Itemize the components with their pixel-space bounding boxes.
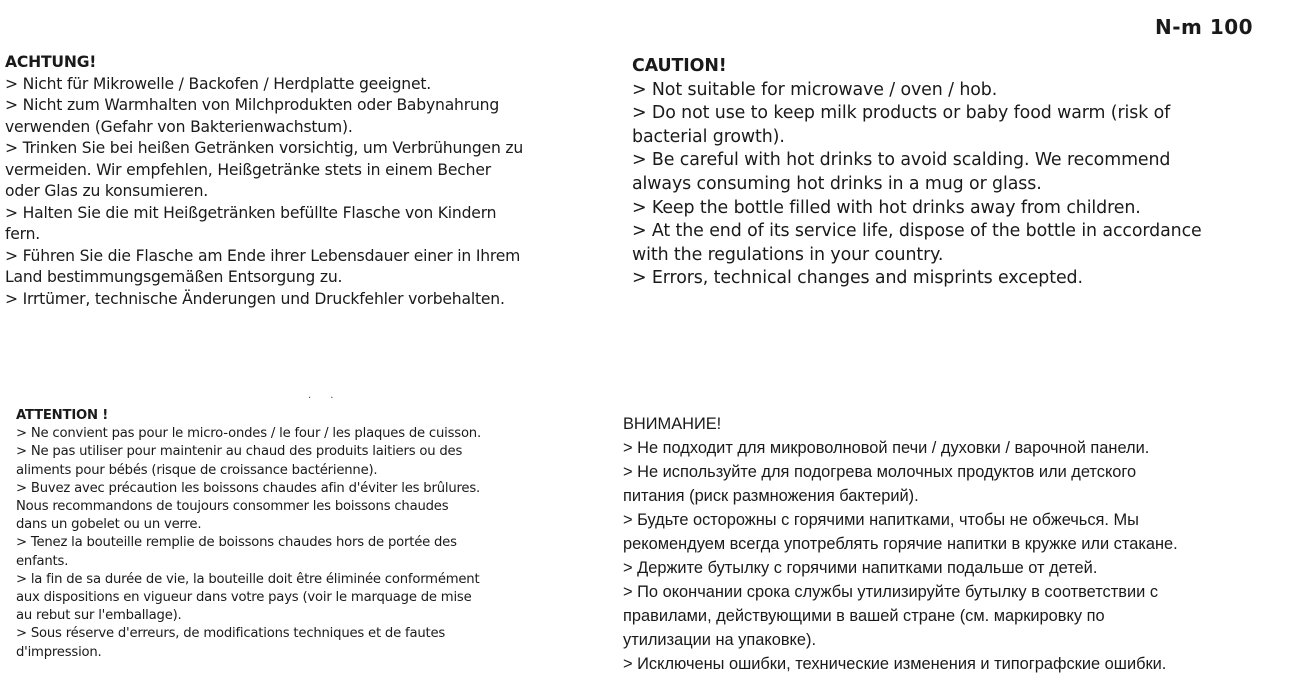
text-line: verwenden (Gefahr von Bakterienwachstum)… (5, 117, 353, 136)
text-line: рекомендуем всегда употреблять горячие н… (623, 535, 1178, 553)
text-line: aux dispositions en vigueur dans votre p… (16, 590, 472, 606)
text-line: > Irrtümer, technische Änderungen und Dr… (5, 289, 505, 308)
text-line: Land bestimmungsgemäßen Entsorgung zu. (5, 268, 343, 286)
warning-section-german: ACHTUNG! > Nicht für Mikrowelle / Backof… (5, 52, 523, 310)
text-line: > Halten Sie die mit Heißgetränken befül… (5, 203, 497, 222)
text-line: d'impression. (16, 644, 102, 660)
text-line: vermeiden. Wir empfehlen, Heißgetränke s… (5, 160, 491, 179)
section-heading: ВНИМАНИЕ! (623, 415, 722, 433)
text-line: > la fin de sa durée de vie, la bouteill… (16, 571, 480, 587)
text-line: > Not suitable for microwave / oven / ho… (632, 79, 998, 100)
text-line: > Trinken Sie bei heißen Getränken vorsi… (5, 139, 524, 157)
text-line: oder Glas zu konsumieren. (5, 182, 209, 200)
text-line: > Sous réserve d'erreurs, de modificatio… (16, 626, 446, 642)
text-line: > Keep the bottle filled with hot drinks… (632, 197, 1141, 218)
text-line: > Ne pas utiliser pour maintenir au chau… (16, 444, 463, 460)
text-line: > По окончании срока службы утилизируйте… (623, 583, 1159, 601)
text-line: dans un gobelet ou un verre. (16, 517, 202, 533)
text-line: > Do not use to keep milk products or ba… (632, 103, 1171, 124)
text-line: au rebut sur l'emballage). (16, 608, 182, 624)
section-heading: ATTENTION ! (16, 408, 109, 423)
section-heading: CAUTION! (632, 56, 727, 76)
section-heading: ACHTUNG! (5, 53, 97, 71)
text-line: > At the end of its service life, dispos… (632, 221, 1202, 242)
text-line: правилами, действующими в вашей стране (… (623, 607, 1105, 625)
text-line: > Держите бутылку с горячими напитками п… (623, 559, 1098, 577)
text-line: > Buvez avec précaution les boissons cha… (16, 480, 480, 496)
model-number: N-m 100 (1155, 15, 1254, 39)
text-line: > Nicht zum Warmhalten von Milchprodukte… (5, 96, 500, 114)
text-line: > Tenez la bouteille remplie de boissons… (16, 535, 457, 551)
stray-marks: · · (308, 393, 334, 404)
text-line: > Не используйте для подогрева молочных … (623, 463, 1137, 481)
warning-section-russian: ВНИМАНИЕ! > Не подходит для микроволново… (623, 412, 1178, 676)
text-line: питания (риск размножения бактерий). (623, 487, 919, 505)
text-line: > Errors, technical changes and misprint… (632, 268, 1083, 289)
text-line: > Nicht für Mikrowelle / Backofen / Herd… (5, 74, 432, 93)
text-line: always consuming hot drinks in a mug or … (632, 173, 1042, 194)
text-line: Nous recommandons de toujours consommer … (16, 499, 449, 515)
warning-section-english: CAUTION! > Not suitable for microwave / … (632, 55, 1202, 291)
text-line: fern. (5, 225, 41, 243)
text-line: > Be careful with hot drinks to avoid sc… (632, 150, 1171, 171)
text-line: > Исключены ошибки, технические изменени… (623, 655, 1167, 673)
text-line: enfants. (16, 553, 69, 569)
text-line: with the regulations in your country. (632, 244, 944, 265)
warning-section-french: ATTENTION ! > Ne convient pas pour le mi… (16, 407, 481, 662)
text-line: > Будьте осторожны с горячими напитками,… (623, 511, 1139, 529)
text-line: > Führen Sie die Flasche am Ende ihrer L… (5, 246, 521, 265)
text-line: aliments pour bébés (risque de croissanc… (16, 462, 378, 478)
text-line: утилизации на упаковке). (623, 631, 817, 649)
text-line: > Ne convient pas pour le micro-ondes / … (16, 426, 481, 442)
text-line: > Не подходит для микроволновой печи / д… (623, 439, 1150, 457)
text-line: bacterial growth). (632, 126, 785, 147)
